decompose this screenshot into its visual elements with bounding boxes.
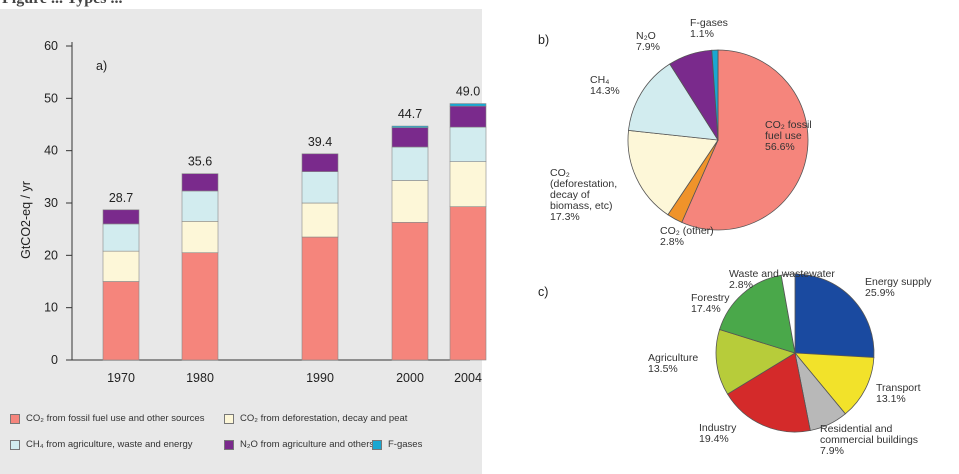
- pie-b-label: 17.3%: [550, 211, 580, 223]
- pie-b-label: CO₂: [550, 167, 570, 179]
- pie-c-label: 13.1%: [876, 393, 906, 405]
- y-tick-label: 30: [44, 196, 58, 210]
- pie-b-slice: [711, 49, 719, 141]
- x-tick-label: 1970: [107, 371, 135, 385]
- bar-segment: [102, 281, 140, 361]
- pie-c-label: 13.5%: [648, 363, 678, 375]
- bar-segment: [449, 103, 487, 107]
- pie-c-slice: [719, 274, 796, 354]
- legend-swatch: [224, 440, 234, 450]
- pie-b-label: F-gases: [690, 17, 728, 29]
- bar-segment: [301, 171, 339, 204]
- bar-segment: [181, 190, 219, 222]
- pie-c-label: Industry: [699, 422, 737, 434]
- pie-c-label: commercial buildings: [820, 434, 918, 446]
- legend-swatch: [10, 440, 20, 450]
- legend-label: N₂O from agriculture and others: [240, 439, 375, 450]
- pie-c-slice: [794, 352, 875, 415]
- panel-label-c: c): [538, 285, 548, 299]
- pie-c-label: 19.4%: [699, 433, 729, 445]
- bar-segment: [181, 221, 219, 254]
- bar-segment: [301, 202, 339, 238]
- pie-c-slice: [715, 329, 796, 395]
- bar-segment: [391, 127, 429, 148]
- pie-b-label: biomass, etc): [550, 200, 612, 212]
- bar-segment: [391, 125, 429, 128]
- legend-swatch: [10, 414, 20, 424]
- bar-segment: [449, 161, 487, 207]
- panel-label-a: a): [96, 59, 107, 73]
- bar-segment: [391, 146, 429, 181]
- figure-title: Figure ... Types ...: [2, 0, 122, 8]
- y-tick-label: 40: [44, 144, 58, 158]
- x-tick-label: 2004: [454, 371, 482, 385]
- y-tick-label: 20: [44, 248, 58, 262]
- pie-b-label: decay of: [550, 189, 590, 201]
- pie-b-slice: [681, 49, 809, 231]
- pie-c-label: Agriculture: [648, 352, 698, 364]
- pie-c-label: Energy supply: [865, 276, 932, 288]
- pie-c-label: 7.9%: [820, 445, 844, 457]
- legend-label: CO₂ from fossil fuel use and other sourc…: [26, 413, 205, 424]
- pie-b-label: (deforestation,: [550, 178, 617, 190]
- bar-segment: [449, 105, 487, 128]
- x-tick-label: 1980: [186, 371, 214, 385]
- bar-total-label: 28.7: [109, 191, 133, 205]
- pie-c-slice: [780, 273, 796, 354]
- bar-segment: [301, 236, 339, 361]
- legend-label: CO₂ from deforestation, decay and peat: [240, 413, 408, 424]
- bar-segment: [301, 153, 339, 172]
- bar-segment: [449, 206, 487, 361]
- pie-b-label: CO₂ (other): [660, 225, 714, 237]
- y-tick-label: 60: [44, 39, 58, 53]
- bar-segment: [391, 180, 429, 223]
- x-tick-label: 1990: [306, 371, 334, 385]
- pie-b-label: 1.1%: [690, 28, 714, 40]
- y-tick-label: 50: [44, 91, 58, 105]
- bar-segment: [181, 252, 219, 361]
- figure-header: Figure ... Types ...: [0, 0, 959, 8]
- bar-total-label: 49.0: [456, 85, 480, 99]
- legend-swatch: [372, 440, 382, 450]
- pie-c-label: Waste and wastewater: [729, 268, 835, 280]
- pie-c-slice: [794, 273, 875, 358]
- bar-total-label: 44.7: [398, 107, 422, 121]
- bar-segment: [102, 209, 140, 225]
- pie-b-label: CO₂ fossil: [765, 119, 812, 131]
- y-axis-label: GtCO2-eq / yr: [19, 181, 33, 259]
- legend-swatch: [224, 414, 234, 424]
- bar-total-label: 39.4: [308, 135, 332, 149]
- pie-b-label: 56.6%: [765, 141, 795, 153]
- bar-segment: [181, 173, 219, 192]
- x-tick-label: 2000: [396, 371, 424, 385]
- pie-b-slice: [628, 63, 719, 141]
- pie-c-label: 2.8%: [729, 279, 753, 291]
- pie-b-label: N₂O: [636, 30, 656, 42]
- pie-c-slice: [726, 352, 811, 433]
- pie-b-label: CH₄: [590, 74, 609, 86]
- pie-c-label: 17.4%: [691, 303, 721, 315]
- legend-label: F-gases: [388, 439, 423, 450]
- bar-segment: [391, 222, 429, 361]
- pie-b-label: fuel use: [765, 130, 802, 142]
- y-tick-label: 0: [51, 353, 58, 367]
- pie-b-label: 14.3%: [590, 85, 620, 97]
- pie-b-label: 2.8%: [660, 236, 684, 248]
- legend-label: CH₄ from agriculture, waste and energy: [26, 439, 193, 450]
- pie-c-label: 25.9%: [865, 287, 895, 299]
- pie-c-label: Forestry: [691, 292, 730, 304]
- bar-total-label: 35.6: [188, 155, 212, 169]
- bar-segment: [102, 223, 140, 252]
- pie-b-slice: [627, 129, 719, 216]
- y-tick-label: 10: [44, 301, 58, 315]
- bar-segment: [449, 126, 487, 162]
- pie-b-label: 7.9%: [636, 41, 660, 53]
- bar-segment: [102, 250, 140, 282]
- panel-label-b: b): [538, 33, 549, 47]
- pie-c-label: Transport: [876, 382, 921, 394]
- pie-c-label: Residential and: [820, 423, 893, 435]
